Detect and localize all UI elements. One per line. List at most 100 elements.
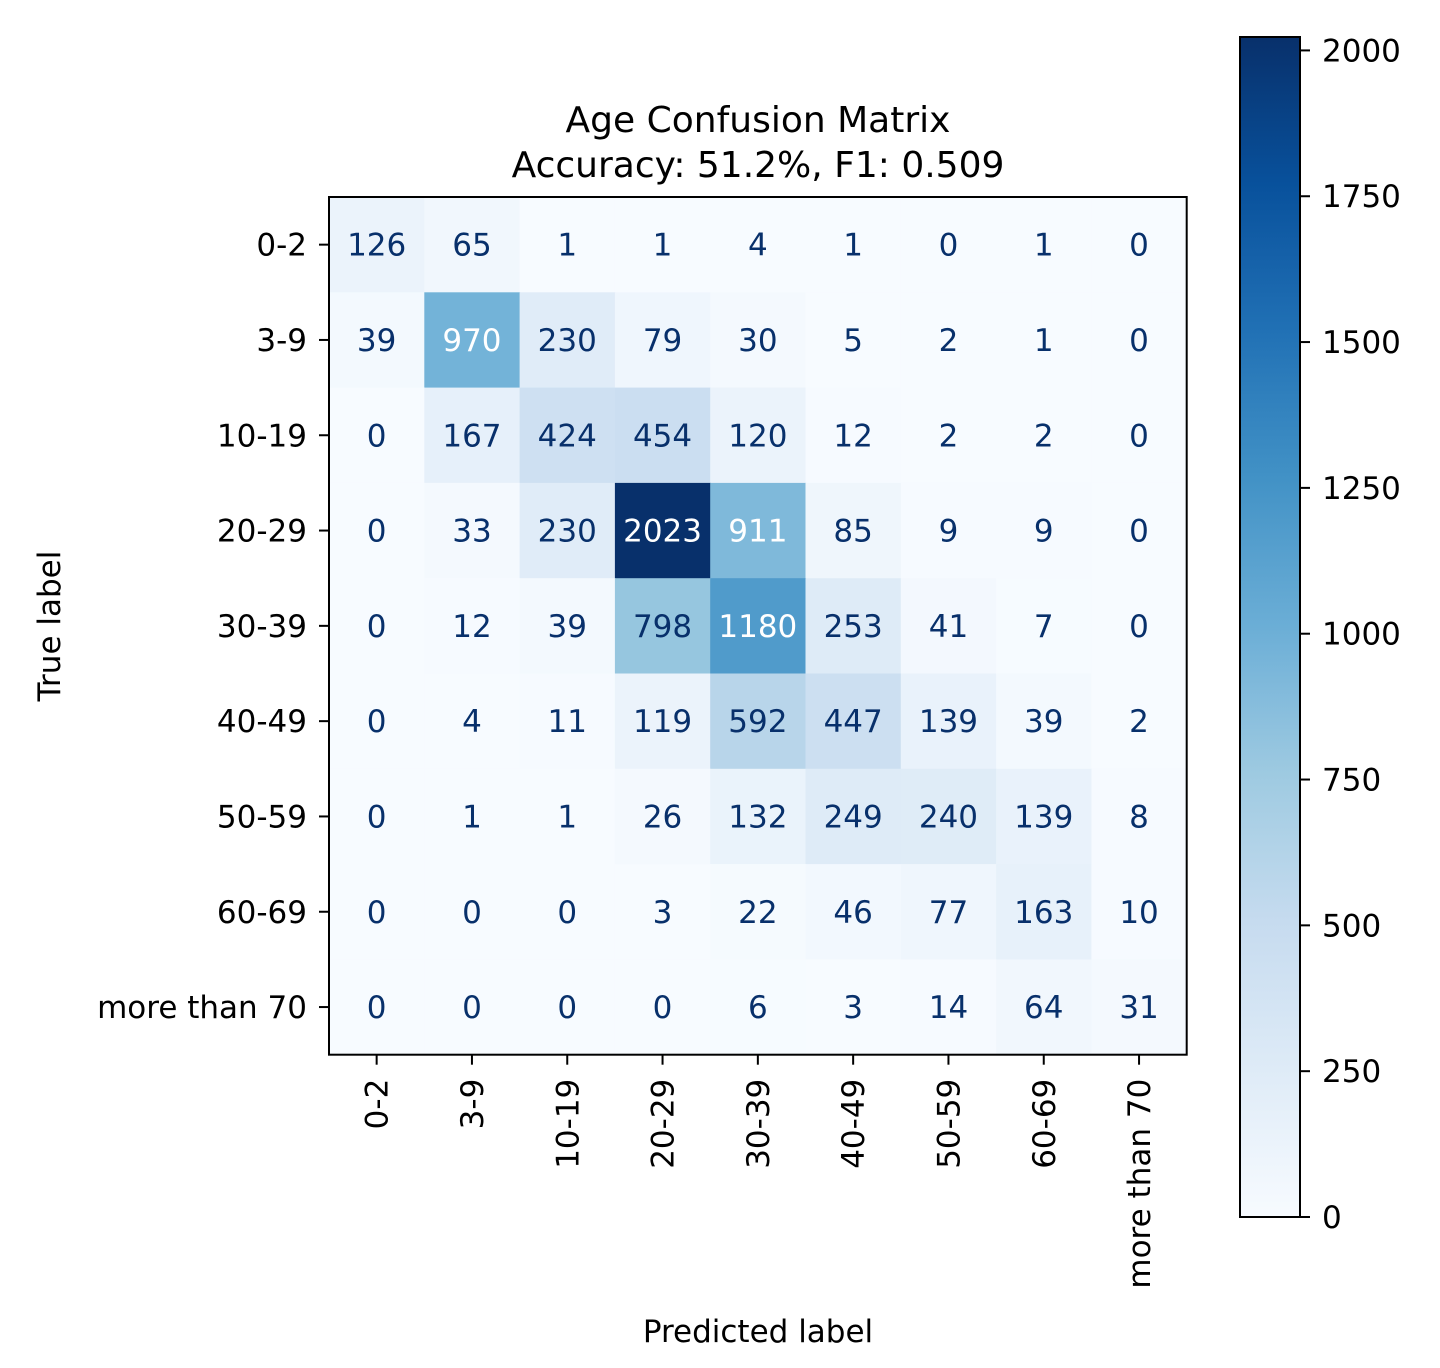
cell-value: 9 [939,514,959,550]
matrix-cell [805,578,902,675]
cell-value: 3 [653,895,673,931]
matrix-cell [805,292,902,389]
cell-value: 1 [653,228,673,264]
colorbar-tick-label: 1250 [1322,471,1401,507]
matrix-cell [996,578,1092,675]
cell-value: 0 [367,895,387,931]
matrix-cell [900,387,997,484]
cell-value: 31 [1119,990,1158,1026]
matrix-cell [519,387,616,484]
cell-value: 2 [939,323,959,359]
cell-value: 0 [557,990,577,1026]
cell-value: 10 [1119,895,1158,931]
matrix-cell [900,864,997,960]
cell-value: 0 [462,990,482,1026]
x-tick-label: 50-59 [931,1079,967,1169]
cell-value: 1 [843,228,863,264]
colorbar-tick-label: 250 [1322,1054,1381,1090]
matrix-cell [329,197,425,293]
matrix-cell [519,482,616,579]
cell-value: 64 [1024,990,1063,1026]
matrix-cell [996,959,1092,1056]
cell-value: 22 [738,895,777,931]
matrix-cell [710,768,807,865]
matrix-cell [900,578,997,675]
matrix-cell [614,959,711,1056]
matrix-cells: 126 65 1 1 4 1 0 1 039 970 230 79 30 5 2 1 00 167 424 454 12… [329,197,1188,1056]
matrix-cell [710,959,807,1056]
cell-value: 0 [462,895,482,931]
matrix-cell [519,197,616,293]
matrix-cell [805,673,902,770]
matrix-cell [1091,673,1188,770]
cell-value: 1 [1034,323,1054,359]
matrix-cell [710,673,807,770]
y-tick-label: 50-59 [217,799,307,835]
colorbar-ticks: 0 250 500 750 1000 1250 1500 1750 2000 [1300,33,1401,1236]
cell-value: 0 [367,704,387,740]
cell-value: 4 [462,704,482,740]
matrix-cell [996,292,1092,389]
cell-value: 424 [538,418,597,454]
matrix-cell [329,959,425,1056]
matrix-cell [519,292,616,389]
cell-value: 8 [1129,799,1149,835]
cell-value: 9 [1034,514,1054,550]
matrix-cell [329,673,425,770]
matrix-cell [710,197,807,293]
matrix-cell [710,482,807,579]
cell-value: 592 [728,704,787,740]
cell-value: 85 [833,514,872,550]
matrix-cell [614,292,711,389]
matrix-cell [329,292,425,389]
matrix-cell [805,197,902,293]
matrix-cell [519,673,616,770]
cell-value: 26 [643,799,682,835]
matrix-cell [1091,197,1188,293]
y-tick-label: 0-2 [256,228,307,264]
matrix-cell [1091,292,1188,389]
matrix-cell [424,864,521,960]
matrix-cell [614,578,711,675]
matrix-cell [614,864,711,960]
cell-value: 33 [452,514,491,550]
matrix-cell [424,292,521,389]
cell-value: 0 [1129,323,1149,359]
matrix-cell [614,482,711,579]
matrix-cell [1091,864,1188,960]
matrix-cell [329,482,425,579]
matrix-cell [1091,482,1188,579]
x-tick-label: 0-2 [360,1079,396,1130]
matrix-cell [424,387,521,484]
cell-value: 39 [548,609,587,645]
matrix-cell [710,387,807,484]
matrix-cell [519,578,616,675]
matrix-cell [805,959,902,1056]
y-axis-label: True label [32,551,68,703]
matrix-cell [329,768,425,865]
cell-value: 1 [1034,228,1054,264]
matrix-cell [710,292,807,389]
cell-value: 0 [367,609,387,645]
matrix-cell [996,197,1092,293]
cell-value: 911 [728,514,787,550]
x-tick-label: 30-39 [741,1079,777,1169]
cell-value: 5 [843,323,863,359]
cell-value: 0 [367,990,387,1026]
matrix-cell [614,197,711,293]
x-tick-label: 20-29 [646,1079,682,1169]
cell-value: 0 [1129,514,1149,550]
cell-value: 1 [462,799,482,835]
cell-value: 798 [633,609,692,645]
y-tick-label: 10-19 [217,418,307,454]
matrix-cell [900,292,997,389]
matrix-cell [805,768,902,865]
cell-value: 2 [1034,418,1054,454]
cell-value: 163 [1014,895,1073,931]
cell-value: 454 [633,418,692,454]
matrix-cell [614,673,711,770]
matrix-cell [805,387,902,484]
matrix-cell [900,768,997,865]
matrix-cell [996,768,1092,865]
